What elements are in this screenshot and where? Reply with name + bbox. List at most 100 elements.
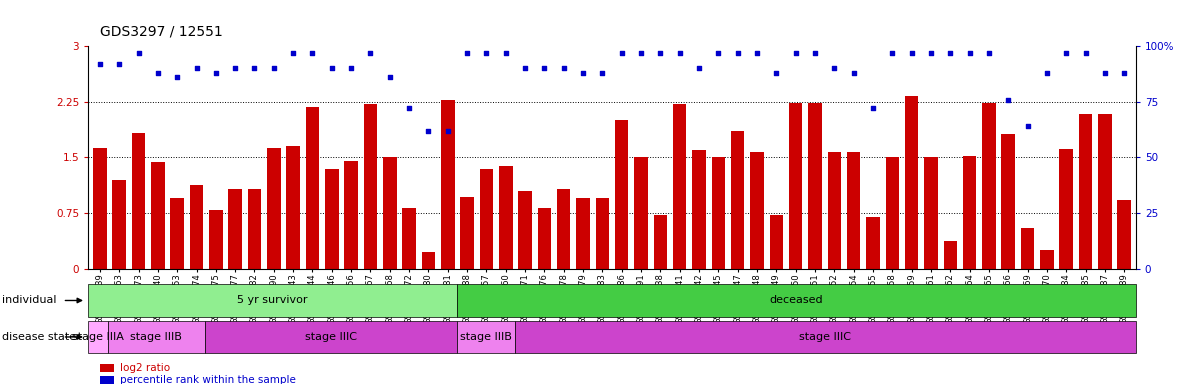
Point — [864, 105, 883, 111]
Bar — [634, 157, 647, 269]
Point — [670, 50, 689, 56]
Bar — [827, 152, 842, 269]
Point — [979, 50, 998, 56]
Point — [922, 50, 940, 56]
Point — [612, 50, 631, 56]
Bar — [750, 152, 764, 269]
Point — [419, 127, 438, 134]
Bar — [712, 157, 725, 269]
Bar — [1002, 134, 1015, 269]
Bar — [614, 120, 629, 269]
Bar — [286, 146, 300, 269]
Bar — [963, 156, 977, 269]
Point — [651, 50, 670, 56]
Point — [284, 50, 302, 56]
Point — [129, 50, 148, 56]
Point — [438, 127, 457, 134]
Point — [536, 65, 554, 71]
Point — [1096, 70, 1115, 76]
Text: log2 ratio: log2 ratio — [120, 363, 171, 373]
Text: stage IIIC: stage IIIC — [799, 332, 851, 342]
Bar — [770, 215, 783, 269]
Point — [729, 50, 747, 56]
Bar — [1020, 228, 1035, 269]
Bar — [982, 103, 996, 269]
Bar — [1059, 149, 1073, 269]
Text: stage IIIB: stage IIIB — [460, 332, 512, 342]
Text: stage IIIA: stage IIIA — [72, 332, 124, 342]
Point — [206, 70, 225, 76]
Bar — [228, 189, 242, 269]
Bar — [518, 191, 532, 269]
Point — [709, 50, 727, 56]
Bar — [267, 148, 280, 269]
Point — [109, 61, 128, 67]
Text: stage IIIC: stage IIIC — [305, 332, 357, 342]
Bar — [345, 161, 358, 269]
Point — [1057, 50, 1076, 56]
Point — [805, 50, 824, 56]
Bar — [113, 180, 126, 269]
Bar — [205, 321, 457, 353]
Point — [477, 50, 496, 56]
Point — [632, 50, 651, 56]
Point — [361, 50, 380, 56]
Bar — [441, 100, 454, 269]
Point — [302, 50, 321, 56]
Bar — [1040, 250, 1053, 269]
Point — [573, 70, 592, 76]
Bar — [924, 157, 938, 269]
Bar — [460, 197, 474, 269]
Bar — [516, 321, 1136, 353]
Bar — [132, 133, 145, 269]
Bar — [866, 217, 879, 269]
Point — [245, 65, 264, 71]
Bar — [1098, 114, 1111, 269]
Point — [767, 70, 786, 76]
Point — [786, 50, 805, 56]
Bar — [577, 198, 590, 269]
Bar — [1117, 200, 1131, 269]
Bar — [499, 166, 512, 269]
Point — [903, 50, 922, 56]
Bar — [673, 104, 686, 269]
Bar — [210, 210, 222, 269]
Bar — [325, 169, 339, 269]
Point — [1018, 123, 1037, 129]
Point — [554, 65, 573, 71]
Bar — [692, 150, 706, 269]
Bar — [151, 162, 165, 269]
Point — [883, 50, 902, 56]
Bar — [107, 321, 205, 353]
Bar — [403, 208, 415, 269]
Text: disease state: disease state — [2, 332, 77, 342]
Point — [960, 50, 979, 56]
Point — [516, 65, 534, 71]
Bar — [383, 157, 397, 269]
Point — [497, 50, 516, 56]
Point — [341, 65, 360, 71]
Point — [91, 61, 109, 67]
Point — [690, 65, 709, 71]
Point — [1115, 70, 1133, 76]
Point — [999, 96, 1018, 103]
Bar — [421, 252, 435, 269]
Point — [400, 105, 419, 111]
Point — [1076, 50, 1095, 56]
Bar — [171, 198, 184, 269]
Bar — [247, 189, 261, 269]
Bar — [480, 169, 493, 269]
Bar — [93, 148, 107, 269]
Text: 5 yr survivor: 5 yr survivor — [238, 295, 308, 306]
Bar — [905, 96, 918, 269]
Point — [825, 65, 844, 71]
Point — [380, 74, 399, 80]
Bar — [538, 208, 551, 269]
Bar — [1079, 114, 1092, 269]
Bar — [189, 185, 204, 269]
Bar — [789, 103, 803, 269]
Bar — [306, 107, 319, 269]
Point — [940, 50, 959, 56]
Point — [844, 70, 863, 76]
Bar — [457, 321, 516, 353]
